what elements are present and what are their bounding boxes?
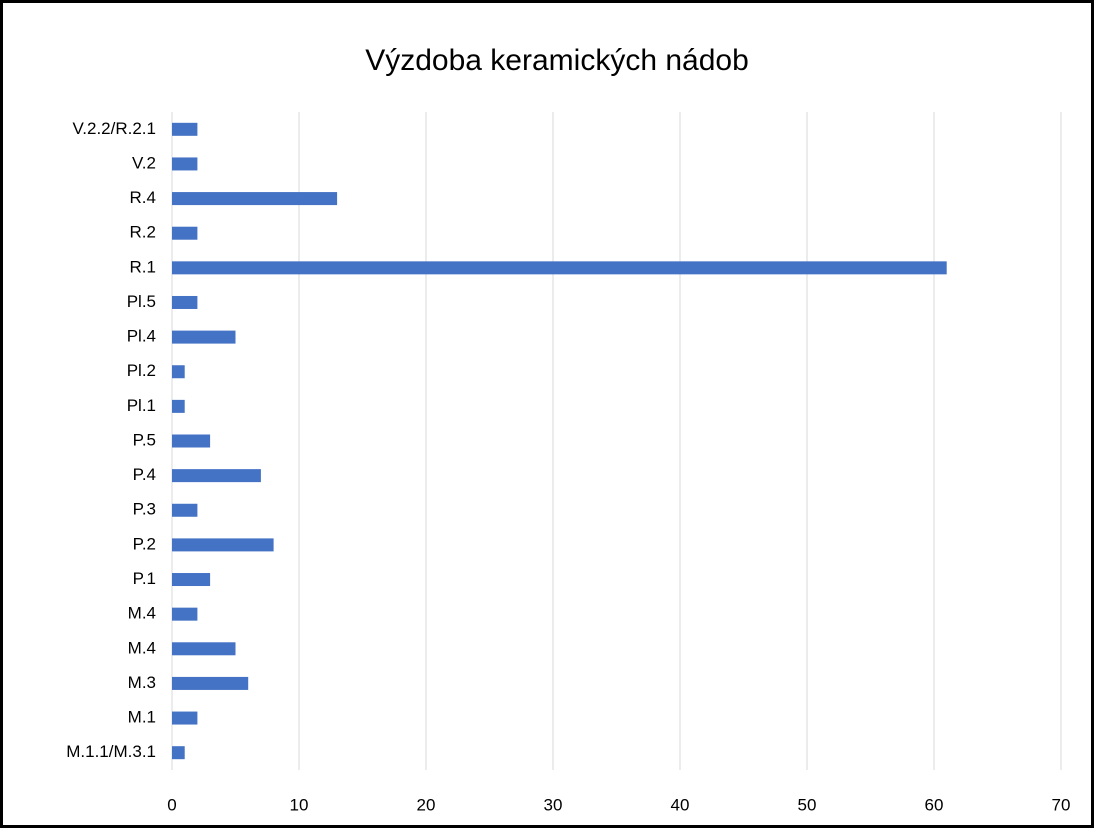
bar — [172, 642, 236, 656]
y-tick-label: P.5 — [133, 430, 156, 449]
y-tick-label: V.2 — [132, 153, 156, 172]
x-tick-label: 10 — [290, 795, 309, 814]
x-tick-label: 20 — [417, 795, 436, 814]
bar — [172, 469, 261, 483]
bar — [172, 261, 947, 275]
y-tick-label: M.1.1/M.3.1 — [66, 742, 156, 761]
bar — [172, 192, 338, 206]
y-tick-label: P.4 — [133, 465, 156, 484]
bar — [172, 607, 198, 621]
bar — [172, 226, 198, 240]
y-tick-label: Pl.5 — [127, 292, 156, 311]
bar — [172, 746, 185, 760]
y-tick-label: Pl.4 — [127, 327, 156, 346]
y-tick-label: M.3 — [128, 673, 156, 692]
bar — [172, 676, 249, 690]
y-tick-label: P.1 — [133, 569, 156, 588]
y-tick-label: P.3 — [133, 500, 156, 519]
y-tick-label: M.1 — [128, 708, 156, 727]
bar — [172, 538, 274, 552]
chart-title: Výzdoba keramických nádob — [365, 44, 749, 77]
y-tick-label: R.1 — [130, 257, 156, 276]
x-tick-label: 30 — [544, 795, 563, 814]
y-tick-label: Pl.2 — [127, 361, 156, 380]
y-tick-label: M.4 — [128, 604, 156, 623]
bar — [172, 434, 211, 448]
x-tick-label: 70 — [1052, 795, 1071, 814]
y-tick-label: R.2 — [130, 223, 156, 242]
bar — [172, 365, 185, 379]
bar — [172, 122, 198, 136]
bar — [172, 573, 211, 587]
bar — [172, 157, 198, 171]
bar — [172, 330, 236, 344]
bar — [172, 503, 198, 517]
x-tick-label: 60 — [925, 795, 944, 814]
x-tick-label: 50 — [798, 795, 817, 814]
bar — [172, 295, 198, 309]
bar — [172, 399, 185, 413]
x-tick-label: 0 — [167, 795, 176, 814]
x-tick-label: 40 — [671, 795, 690, 814]
y-tick-label: R.4 — [130, 188, 156, 207]
y-tick-label: V.2.2/R.2.1 — [73, 119, 157, 138]
y-tick-label: Pl.1 — [127, 396, 156, 415]
y-tick-label: M.4 — [128, 638, 156, 657]
bar — [172, 711, 198, 725]
y-tick-label: P.2 — [133, 534, 156, 553]
